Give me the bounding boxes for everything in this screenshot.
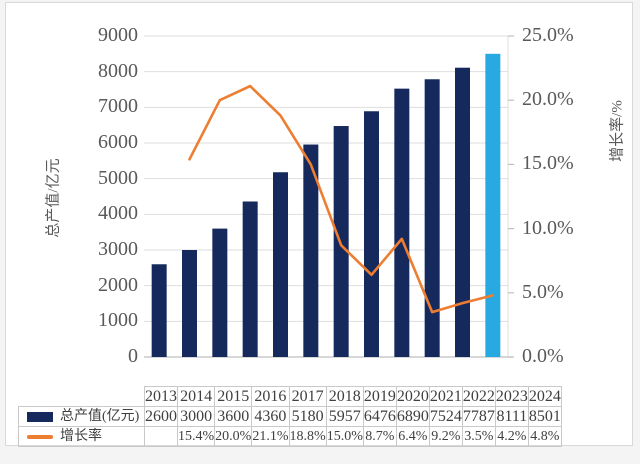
output-value-cell: 7787 [461,406,496,427]
table-row: 总产值(亿元) 2600 3000 3600 4360 5180 5957 6476 6890 7… [18,406,562,427]
right-axis-tick-label: 10.0% [522,216,574,239]
output-value-cell: 4360 [251,406,290,427]
year-header-cell: 2015 [214,386,253,407]
year-header-cell: 2023 [494,386,529,407]
output-value-cell: 3000 [176,406,216,427]
right-axis-title: 增长率/% [609,100,626,162]
legend-bar-swatch-icon [27,411,53,422]
left-axis-tick-label: 8000 [98,59,138,82]
growth-rate-cell: 3.5% [461,426,496,447]
right-axis-tick-label: 0.0% [522,345,564,367]
output-value-cell: 6476 [362,406,397,427]
output-value-cell: 8111 [494,406,529,427]
output-value-cell: 2600 [144,406,178,427]
legend-line-swatch-icon [27,434,53,439]
growth-rate-cell [144,426,178,447]
left-axis-tick-label: 6000 [98,131,138,153]
left-axis-tick-label: 2000 [98,273,138,296]
year-header-cell: 2021 [428,386,463,407]
growth-rate-cell: 8.7% [362,426,397,447]
year-header-cell: 2014 [176,386,216,407]
growth-rate-cell: 9.2% [428,426,463,447]
growth-rate-cell: 21.1% [251,426,290,447]
left-axis-title: 总产值/亿元 [45,158,62,238]
output-value-cell: 6890 [395,406,430,427]
left-axis-tick-label: 7000 [98,95,138,118]
legend-label: 总产值(亿元) [60,409,140,424]
growth-rate-cell: 18.8% [288,426,327,447]
left-axis-tick-label: 5000 [98,166,138,189]
legend-label: 增长率 [60,429,102,444]
year-header-cell: 2019 [362,386,397,407]
table-row: 增长率 15.4% 20.0% 21.1% 18.8% 15.0% 8.7% 6.4% 9.2%… [18,426,562,447]
left-axis-tick-label: 4000 [98,202,138,225]
growth-rate-cell: 4.8% [527,426,562,447]
legend-cell: 增长率 [18,426,145,447]
growth-rate-cell: 6.4% [395,426,430,447]
year-header-cell: 2018 [325,386,364,407]
left-axis-tick-label: 1000 [98,309,138,332]
left-axis-tick-label: 0 [128,345,138,367]
right-axis-tick-label: 25.0% [522,24,574,46]
output-value-cell: 5957 [325,406,364,427]
growth-rate-cell: 15.0% [325,426,364,447]
output-value-cell: 8501 [527,406,562,427]
table-corner-cell [19,387,145,407]
growth-rate-cell: 4.2% [494,426,529,447]
right-axis-tick-label: 15.0% [522,152,574,175]
output-value-cell: 3600 [214,406,253,427]
right-axis-tick-label: 5.0% [522,280,564,303]
output-value-cell: 5180 [288,406,327,427]
year-header-cell: 2016 [251,386,290,407]
left-axis-tick-label: 3000 [98,238,138,260]
growth-rate-cell: 20.0% [214,426,253,447]
year-header-cell: 2024 [527,386,562,407]
year-header-cell: 2017 [288,386,327,407]
year-header-cell: 2022 [461,386,496,407]
output-value-cell: 7524 [428,406,463,427]
table-header-row: 2013 2014 2015 2016 2017 2018 2019 2020 2021 2022… [19,386,562,407]
year-header-cell: 2020 [395,386,430,407]
year-header-cell: 2013 [144,386,178,407]
left-axis-tick-label: 9000 [98,24,138,46]
data-table: 2013 2014 2015 2016 2017 2018 2019 2020 2021 2022… [18,386,562,447]
right-axis-tick-label: 20.0% [522,88,574,111]
legend-cell: 总产值(亿元) [18,406,145,427]
growth-rate-cell: 15.4% [176,426,216,447]
